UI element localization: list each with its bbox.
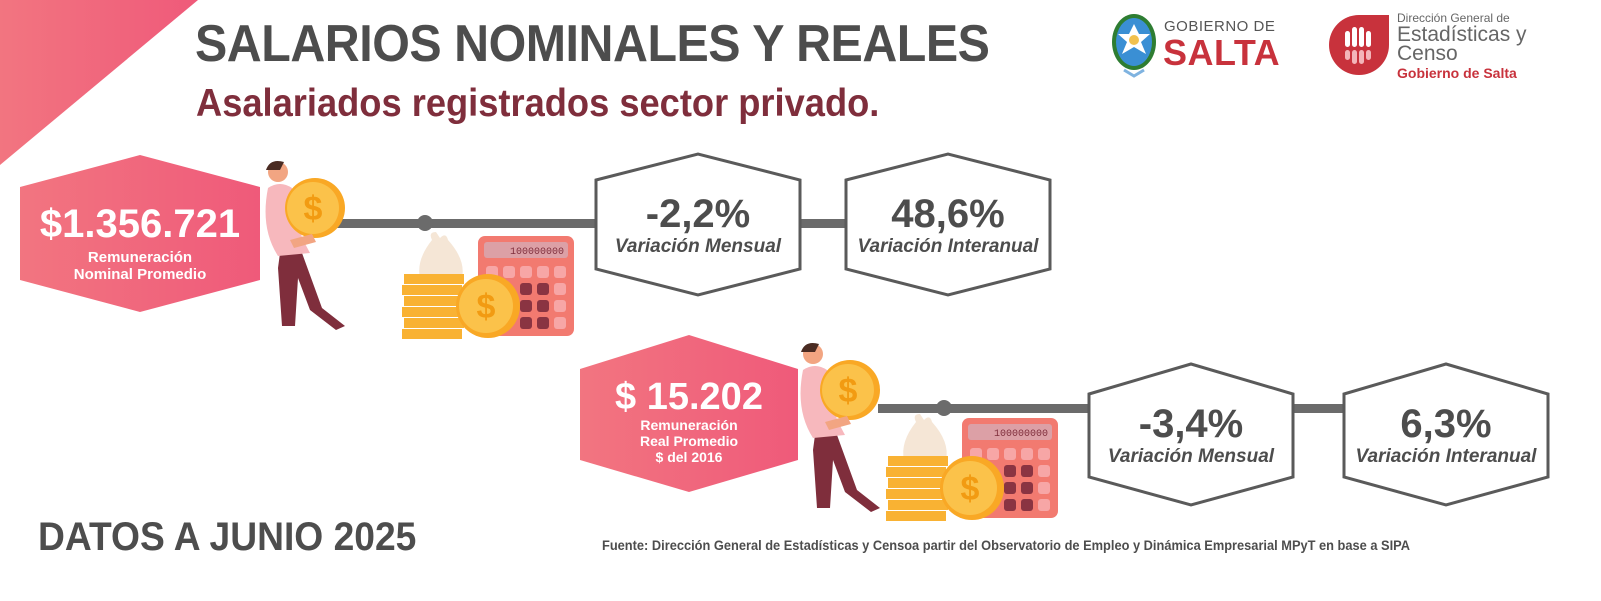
nominal-yearly-value: 48,6% (891, 192, 1005, 236)
data-date: DATOS A JUNIO 2025 (38, 515, 417, 559)
real-monthly-label: Variación Mensual (1107, 446, 1275, 467)
person-carrying-coin-icon: $ (265, 161, 345, 330)
real-label-line1: Remuneración (640, 417, 738, 433)
nominal-value-badge: $1.356.721 Remuneración Nominal Promedio (20, 155, 260, 312)
real-monthly-variation: -3,4% Variación Mensual (1087, 362, 1295, 507)
calculator-display: 100000000 (510, 247, 564, 258)
gobierno-salta-logo: GOBIERNO DE SALTA (1110, 10, 1285, 80)
logo-direccion-line1: Dirección General de (1397, 11, 1510, 25)
real-label-line2: Real Promedio (639, 433, 739, 449)
person-carrying-coin-icon: $ (800, 343, 880, 512)
money-illustration: 100000000 $ (400, 230, 580, 340)
logo-direccion-line2: Estadísticas y (1397, 23, 1527, 46)
real-connector-bar-2 (1292, 404, 1344, 413)
nominal-yearly-variation: 48,6% Variación Interanual (844, 152, 1052, 297)
real-monthly-value: -3,4% (1138, 402, 1244, 446)
real-connector-dot (936, 400, 952, 416)
real-yearly-value: 6,3% (1400, 402, 1492, 446)
logo-direccion-line4: Gobierno de Salta (1397, 65, 1517, 81)
nominal-label-line1: Remuneración (87, 249, 193, 266)
nominal-label-line2: Nominal Promedio (73, 266, 207, 283)
nominal-monthly-label: Variación Mensual (614, 236, 782, 257)
real-label-line3: $ del 2016 (655, 449, 723, 465)
svg-text:$: $ (839, 372, 858, 410)
logo-salta-text: SALTA (1163, 32, 1281, 73)
nominal-connector-dot (417, 215, 433, 231)
nominal-connector-bar-2 (800, 219, 848, 228)
logo-gobierno-text: GOBIERNO DE (1164, 18, 1276, 35)
svg-text:$: $ (477, 288, 496, 326)
nominal-monthly-value: -2,2% (645, 192, 751, 236)
real-value: $ 15.202 (615, 376, 763, 418)
real-yearly-variation: 6,3% Variación Interanual (1342, 362, 1550, 507)
nominal-yearly-label: Variación Interanual (857, 236, 1039, 257)
nominal-connector-bar (335, 219, 597, 228)
page-subtitle: Asalariados registrados sector privado. (196, 82, 880, 125)
salta-coat-of-arms-icon (1112, 14, 1156, 78)
nominal-monthly-variation: -2,2% Variación Mensual (594, 152, 802, 297)
logo-direccion-line3: Censo (1397, 42, 1458, 65)
page-title: SALARIOS NOMINALES Y REALES (195, 15, 990, 73)
corner-decoration (0, 0, 198, 165)
svg-text:$: $ (961, 470, 980, 508)
nominal-value: $1.356.721 (39, 202, 241, 246)
source-note: Fuente: Dirección General de Estadística… (602, 538, 1411, 553)
statistics-hand-icon (1329, 15, 1389, 75)
real-value-badge: $ 15.202 Remuneración Real Promedio $ de… (580, 335, 798, 492)
money-illustration: 100000000 $ (884, 412, 1064, 522)
calculator-display: 100000000 (994, 429, 1048, 440)
direccion-estadisticas-logo: Dirección General de Estadísticas y Cens… (1325, 10, 1595, 81)
real-connector-bar (878, 404, 1090, 413)
svg-text:$: $ (304, 190, 323, 228)
real-yearly-label: Variación Interanual (1355, 446, 1537, 467)
